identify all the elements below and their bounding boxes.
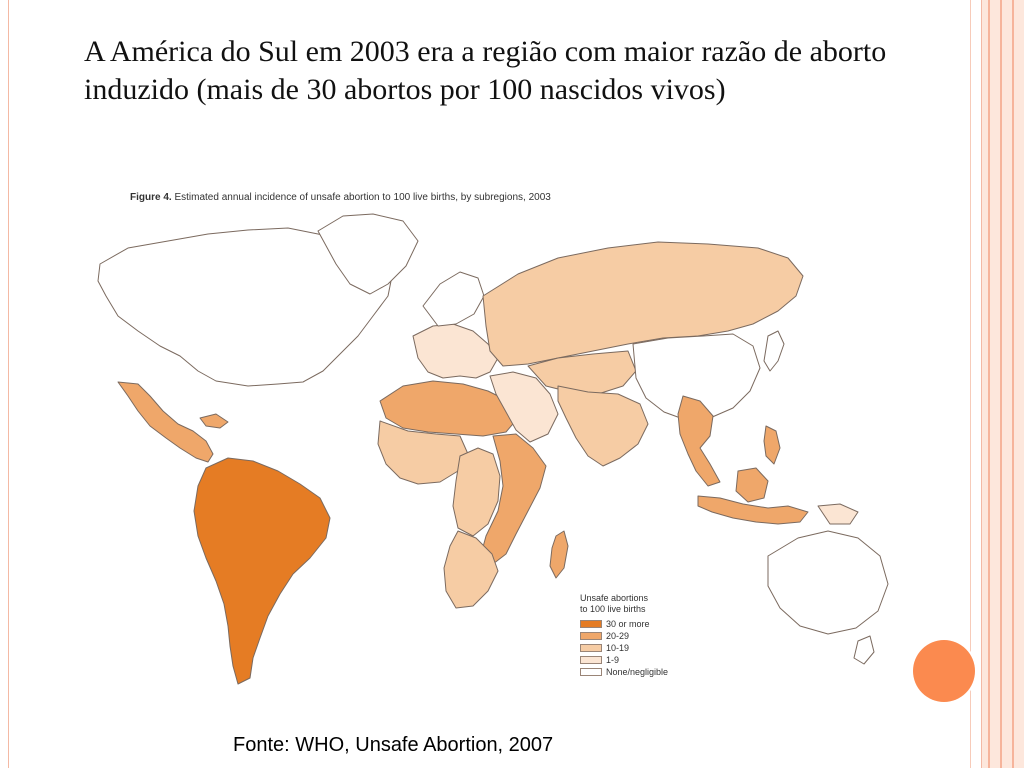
accent-circle <box>913 640 975 702</box>
legend-item-20-29: 20-29 <box>580 630 740 642</box>
region-greenland <box>317 213 419 295</box>
region-east-asia <box>632 333 761 421</box>
legend-item-10-19: 10-19 <box>580 642 740 654</box>
legend-label: 30 or more <box>606 619 650 629</box>
legend-title-line-1: Unsafe abortions <box>580 593 649 603</box>
region-central-america <box>117 381 214 463</box>
region-north-africa <box>379 380 519 437</box>
legend-item-30-or-more: 30 or more <box>580 618 740 630</box>
region-russia <box>482 241 804 367</box>
region-australia <box>767 530 889 635</box>
region-europe <box>412 323 499 379</box>
legend-swatch <box>580 620 602 628</box>
map-legend: Unsafe abortions to 100 live births 30 o… <box>580 593 740 678</box>
world-map <box>88 186 923 691</box>
region-eastern-africa <box>479 433 547 565</box>
legend-label: 1-9 <box>606 655 620 665</box>
region-south-america <box>193 457 331 685</box>
figure-caption: Figure 4. Estimated annual incidence of … <box>130 192 551 203</box>
slide-title: A América do Sul em 2003 era a região co… <box>84 35 887 106</box>
legend-item-none: None/negligible <box>580 666 740 678</box>
decorative-stripes <box>982 0 1024 768</box>
region-madagascar <box>549 530 569 579</box>
figure-label: Figure 4. <box>130 192 172 203</box>
legend-label: 10-19 <box>606 643 630 653</box>
region-north-america <box>97 227 394 387</box>
slide-frame-inner <box>21 0 971 768</box>
legend-label: 20-29 <box>606 631 630 641</box>
region-philippines <box>763 425 781 465</box>
legend-item-1-9: 1-9 <box>580 654 740 666</box>
region-middle-africa <box>452 447 501 537</box>
source-note: Fonte: WHO, Unsafe Abortion, 2007 <box>233 734 554 756</box>
legend-swatch <box>580 632 602 640</box>
region-western-africa <box>377 420 469 485</box>
region-southeast-asia <box>677 395 721 487</box>
region-borneo <box>735 467 769 503</box>
figure-caption-text: Estimated annual incidence of unsafe abo… <box>174 192 551 203</box>
legend-swatch <box>580 656 602 664</box>
slide-frame <box>8 0 982 768</box>
region-south-asia <box>557 385 649 467</box>
legend-title-line-2: to 100 live births <box>580 604 646 614</box>
legend-title: Unsafe abortions to 100 live births <box>580 593 740 615</box>
region-melanesia <box>817 503 859 525</box>
legend-swatch <box>580 668 602 676</box>
legend-label: None/negligible <box>606 667 669 677</box>
world-map-svg <box>97 213 889 685</box>
region-caribbean <box>199 413 229 429</box>
region-japan <box>763 330 785 372</box>
legend-swatch <box>580 644 602 652</box>
region-indonesia <box>697 495 809 525</box>
region-western-asia <box>489 371 559 443</box>
region-new-zealand <box>853 635 875 665</box>
region-northern-europe <box>422 271 485 327</box>
region-southern-africa <box>443 530 499 609</box>
